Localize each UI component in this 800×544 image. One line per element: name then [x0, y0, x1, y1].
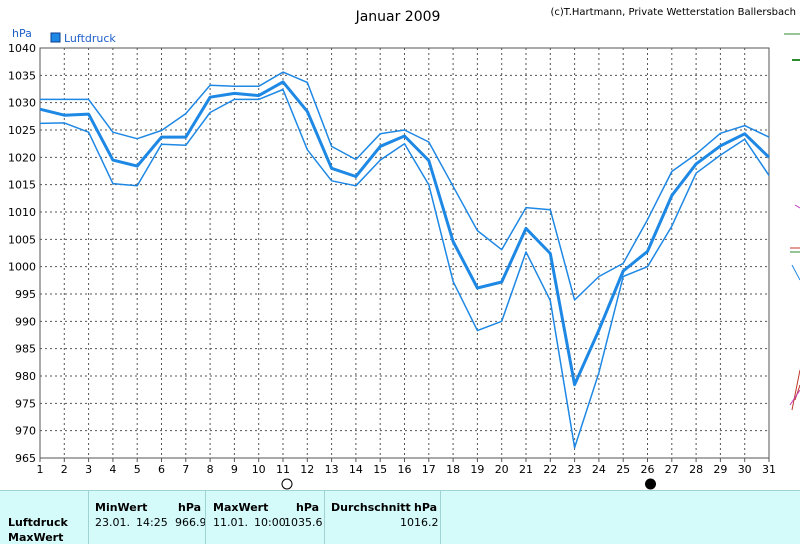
y-tick-label: 965	[15, 452, 36, 465]
y-tick-labels: 965 970 975 980 985 990 995 1000 1005 1010 1015 102…	[8, 42, 36, 465]
x-tick-label: 30	[738, 463, 752, 476]
x-tick-label: 26	[641, 463, 655, 476]
y-tick-label: 1010	[8, 206, 36, 219]
x-tick-label: 19	[470, 463, 484, 476]
x-tick-label: 23	[568, 463, 582, 476]
right-edge-graphics	[784, 33, 800, 411]
y-tick-label: 990	[15, 315, 36, 328]
y-tick-label: 980	[15, 370, 36, 383]
x-tick-label: 20	[495, 463, 509, 476]
x-tick-label: 1	[37, 463, 44, 476]
x-tick-label: 28	[689, 463, 703, 476]
x-tick-label: 16	[398, 463, 412, 476]
stats-empty-area	[440, 491, 800, 544]
avg-unit: hPa	[414, 501, 438, 514]
full-moon-icon	[281, 478, 293, 490]
stats-row-label: Luftdruck	[8, 516, 68, 529]
new-moon-icon	[645, 478, 656, 490]
statistics-panel: Luftdruck MaxWert MinWert hPa 23.01. 14:…	[0, 490, 800, 544]
min-value: 966.9	[175, 516, 207, 529]
max-header: MaxWert	[213, 501, 269, 514]
x-tick-label: 4	[109, 463, 116, 476]
y-tick-label: 1035	[8, 69, 36, 82]
min-date: 23.01.	[95, 516, 130, 529]
x-tick-label: 12	[300, 463, 314, 476]
pressure-chart: Januar 2009 (c)T.Hartmann, Private Wette…	[8, 7, 800, 490]
max-column: MaxWert hPa 11.01. 10:00 1035.6	[205, 491, 325, 544]
min-header: MinWert	[95, 501, 148, 514]
credit-text: (c)T.Hartmann, Private Wetterstation Bal…	[550, 7, 796, 18]
min-time: 14:25	[136, 516, 168, 529]
y-tick-label: 995	[15, 288, 36, 301]
y-tick-label: 1000	[8, 261, 36, 274]
x-tick-label: 29	[713, 463, 727, 476]
x-tick-label: 3	[85, 463, 92, 476]
y-tick-label: 975	[15, 397, 36, 410]
moon-phase-markers	[281, 478, 656, 490]
x-tick-label: 27	[665, 463, 679, 476]
x-tick-label: 2	[61, 463, 68, 476]
series-line-avg	[39, 80, 771, 387]
x-tick-label: 5	[134, 463, 141, 476]
y-tick-label: 1030	[8, 97, 36, 110]
x-tick-label: 13	[325, 463, 339, 476]
x-tick-label: 24	[592, 463, 606, 476]
y-tick-label: 1020	[8, 151, 36, 164]
y-tick-label: 1025	[8, 124, 36, 137]
series-line-max	[40, 71, 770, 301]
y-tick-label: 970	[15, 425, 36, 438]
x-tick-label: 22	[543, 463, 557, 476]
avg-header: Durchschnitt	[331, 501, 411, 514]
y-tick-label: 1040	[8, 42, 36, 55]
x-tick-label: 9	[231, 463, 238, 476]
grid-lines	[39, 48, 770, 462]
x-tick-label: 10	[252, 463, 266, 476]
series-lines	[39, 71, 771, 449]
x-tick-labels: 1 2 3 4 5 6 7 8 9 10 11 12 13 14 15 16 17 18 19 20 21 22 23 24 2…	[37, 463, 777, 476]
max-value: 1035.6	[284, 516, 323, 529]
max-date: 11.01.	[213, 516, 248, 529]
min-column: MinWert hPa 23.01. 14:25 966.9	[88, 491, 207, 544]
x-tick-label: 25	[616, 463, 630, 476]
series-line-min	[39, 88, 770, 449]
x-tick-label: 31	[762, 463, 776, 476]
x-tick-label: 11	[276, 463, 290, 476]
min-unit: hPa	[178, 501, 202, 514]
y-axis-unit: hPa	[12, 27, 32, 40]
stats-row-label-2: MaxWert	[8, 531, 64, 544]
y-tick-label: 1015	[8, 179, 36, 192]
avg-column: Durchschnitt hPa 1016.2	[324, 491, 441, 544]
x-tick-label: 7	[182, 463, 189, 476]
x-tick-label: 14	[349, 463, 363, 476]
x-tick-label: 6	[158, 463, 165, 476]
x-tick-label: 18	[446, 463, 460, 476]
x-tick-label: 8	[207, 463, 214, 476]
legend-label: Luftdruck	[64, 32, 116, 45]
x-tick-label: 17	[422, 463, 436, 476]
x-tick-label: 21	[519, 463, 533, 476]
avg-value: 1016.2	[400, 516, 439, 529]
legend-swatch	[50, 32, 61, 43]
y-tick-label: 1005	[8, 233, 36, 246]
chart-title: Januar 2009	[355, 9, 441, 25]
x-tick-label: 15	[373, 463, 387, 476]
y-tick-label: 985	[15, 343, 36, 356]
max-time: 10:00	[254, 516, 286, 529]
max-unit: hPa	[296, 501, 320, 514]
